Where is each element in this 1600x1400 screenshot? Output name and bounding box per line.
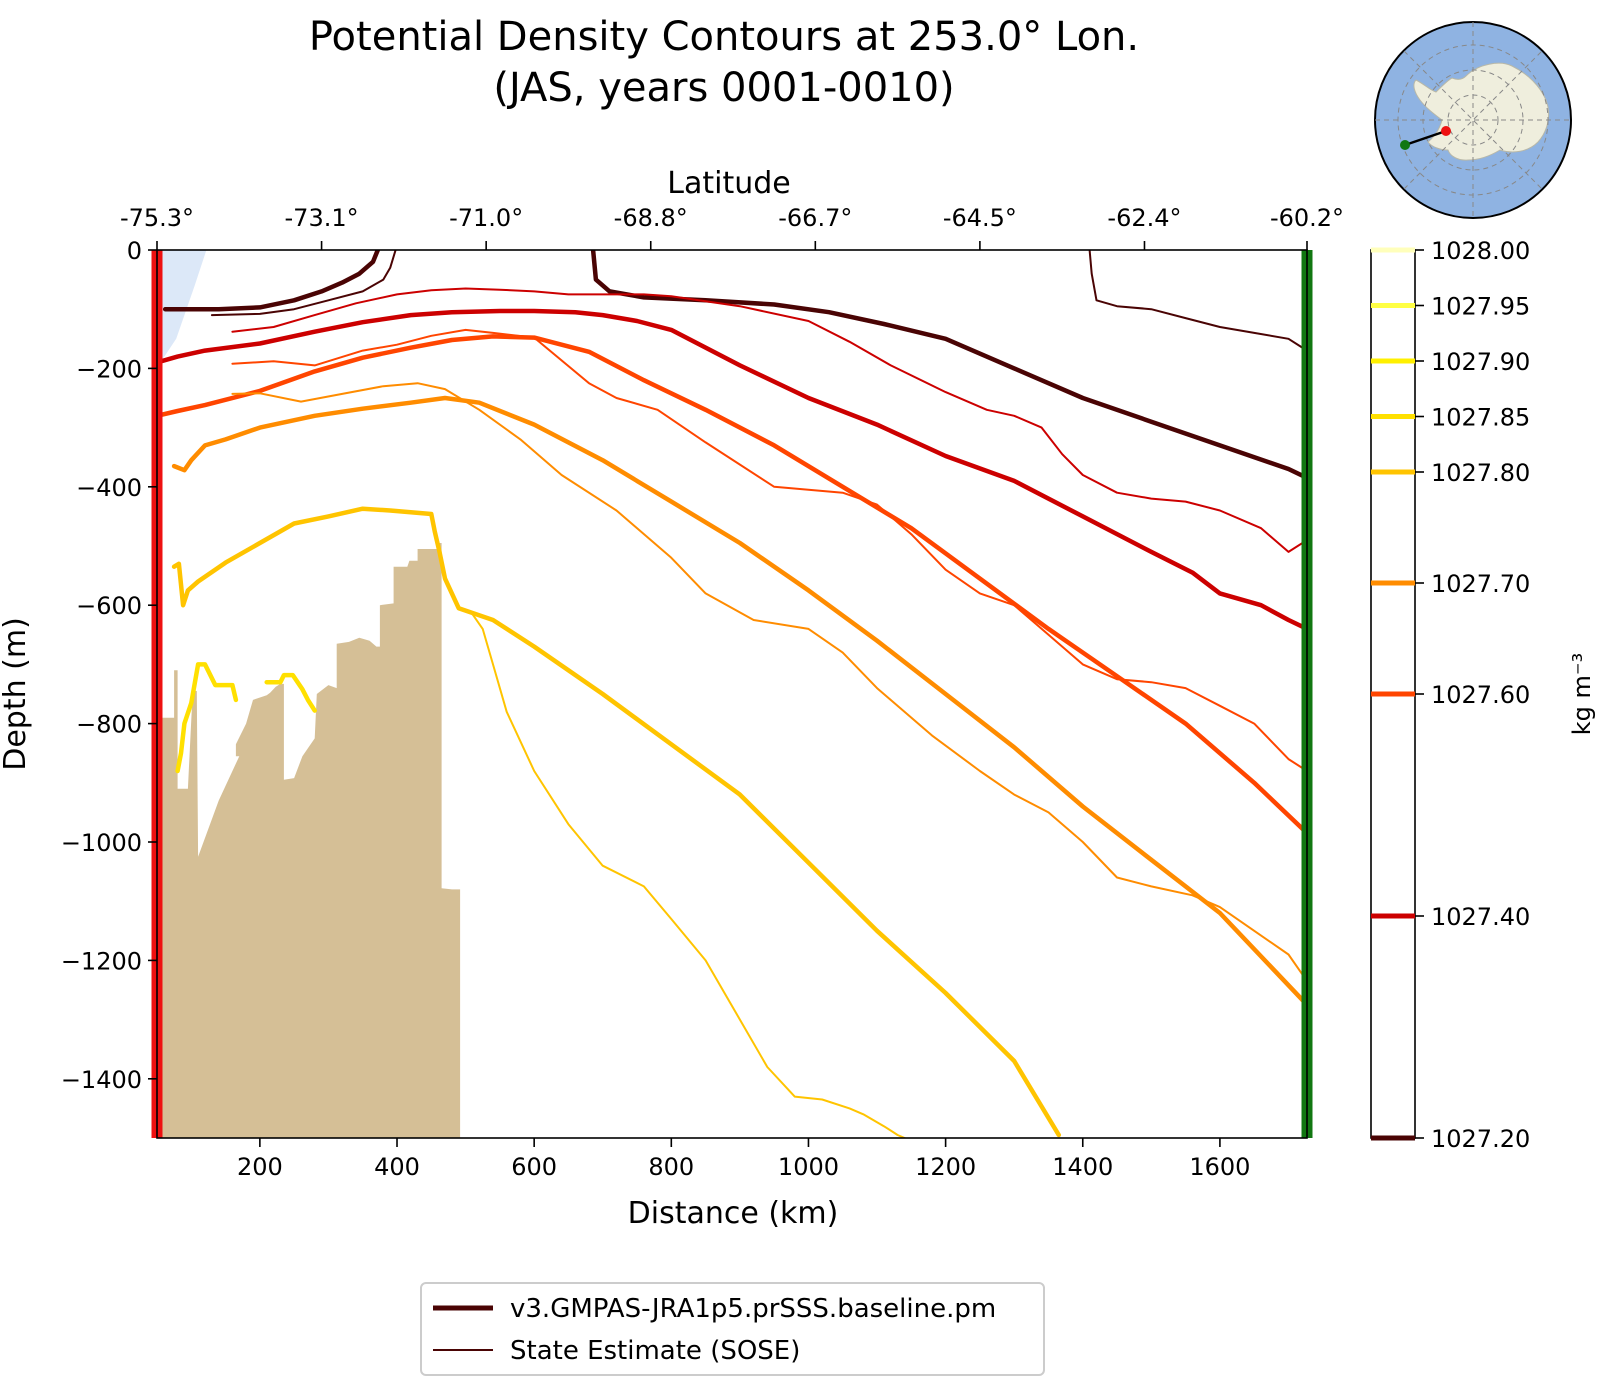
- top-tick-label: -68.8°: [614, 204, 688, 232]
- y-tick-label: −1200: [61, 947, 142, 975]
- ice-shelf-cavity: [157, 250, 207, 363]
- y-tick-label: −400: [76, 474, 142, 502]
- colorbar-tick-label: 1027.70: [1431, 570, 1530, 598]
- sose-contour-1027.2: [1088, 250, 1307, 352]
- x-axis-label: Distance (km): [628, 1196, 839, 1231]
- seafloor-bathymetry: [158, 543, 461, 1138]
- chart-subtitle: (JAS, years 0001-0010): [493, 65, 954, 111]
- chart-title: Potential Density Contours at 253.0° Lon…: [309, 14, 1139, 60]
- model-contour-1027.85: [175, 662, 239, 774]
- top-tick-label: -64.5°: [943, 204, 1017, 232]
- plot-area: [157, 250, 1307, 1138]
- inset-antarctica-map: [1374, 21, 1572, 219]
- model-contour-1027.7: [171, 395, 1307, 1008]
- legend-box: [420, 1282, 1045, 1376]
- colorbar-tick-label: 1027.60: [1431, 681, 1530, 709]
- map-section-line: [1404, 129, 1447, 147]
- y-axis-label: Depth (m): [0, 617, 33, 771]
- colorbar: 1028.00 1027.95 1027.90 1027.85 1027.80 1027.…: [1370, 237, 1596, 1153]
- sose-contour-1027.4: [231, 287, 1307, 553]
- y-axis: 0 −200 −400 −600 −800 −1000 −1200 −1400: [61, 237, 157, 1094]
- y-tick-label: −200: [76, 355, 142, 383]
- colorbar-tick-label: 1028.00: [1431, 237, 1530, 265]
- map-section-start-marker: [1441, 126, 1451, 136]
- colorbar-tick-label: 1027.95: [1431, 293, 1530, 321]
- x-tick-label: 600: [511, 1153, 557, 1181]
- top-tick-label: -71.0°: [449, 204, 523, 232]
- colorbar-levels: 1028.00 1027.95 1027.90 1027.85 1027.80 1027.…: [1371, 237, 1530, 1153]
- top-tick-label: -60.2°: [1270, 204, 1344, 232]
- colorbar-label: kg m⁻³: [1568, 653, 1596, 735]
- colorbar-tick-label: 1027.20: [1431, 1125, 1530, 1153]
- model-contour-1027.6: [157, 334, 1307, 836]
- top-axis-label: Latitude: [667, 166, 790, 201]
- fill-layer: [157, 250, 461, 1138]
- map-section-end-marker: [1400, 140, 1410, 150]
- legend: v3.GMPAS-JRA1p5.prSSS.baseline.pm State …: [420, 1282, 1045, 1376]
- y-tick-label: −800: [76, 711, 142, 739]
- model-contour-1027.4: [157, 308, 1307, 632]
- y-tick-label: −600: [76, 592, 142, 620]
- y-tick-label: −1400: [61, 1066, 142, 1094]
- top-tick-label: -62.4°: [1107, 204, 1181, 232]
- model-contour-1027.2: [162, 250, 381, 312]
- x-tick-label: 1400: [1052, 1153, 1113, 1181]
- plot-frame: [156, 249, 1308, 1139]
- x-tick-label: 400: [374, 1153, 420, 1181]
- y-tick-label: −1000: [61, 829, 142, 857]
- map-graticule: [1375, 22, 1571, 218]
- x-tick-label: 1600: [1189, 1153, 1250, 1181]
- x-axis: 200 400 600 800 1000 1200 1400 1600: [237, 1138, 1250, 1181]
- top-tick-label: -75.3°: [120, 204, 194, 232]
- sose-contour-1027.2: [210, 250, 397, 317]
- legend-label-model: v3.GMPAS-JRA1p5.prSSS.baseline.pm: [510, 1294, 996, 1324]
- model-contour-1027.2: [590, 250, 1307, 481]
- contour-layer: [157, 250, 1307, 1138]
- x-tick-label: 1000: [778, 1153, 839, 1181]
- colorbar-tick-label: 1027.90: [1431, 348, 1530, 376]
- sose-contour-1027.8: [471, 613, 908, 1138]
- top-tick-label: -66.7°: [778, 204, 852, 232]
- model-contour-1027.85: [264, 672, 317, 713]
- top-latitude-axis: -75.3° -73.1° -71.0° -68.8° -66.7° -64.5° -62.…: [120, 204, 1344, 250]
- y-tick-label: 0: [127, 237, 142, 265]
- model-contour-1027.8: [171, 506, 1062, 1138]
- sose-contour-1027.7: [231, 382, 1307, 983]
- top-tick-label: -73.1°: [285, 204, 359, 232]
- sose-contour-1027.6: [231, 328, 1307, 772]
- x-tick-label: 1200: [915, 1153, 976, 1181]
- x-tick-label: 800: [648, 1153, 694, 1181]
- legend-label-sose: State Estimate (SOSE): [510, 1336, 800, 1366]
- colorbar-tick-label: 1027.80: [1431, 459, 1530, 487]
- colorbar-tick-label: 1027.40: [1431, 903, 1530, 931]
- colorbar-tick-label: 1027.85: [1431, 404, 1530, 432]
- x-tick-label: 200: [237, 1153, 283, 1181]
